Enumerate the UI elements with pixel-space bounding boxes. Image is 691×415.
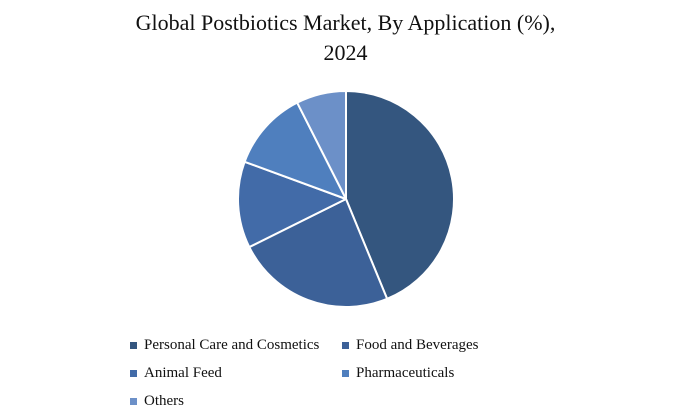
legend-swatch [130,369,137,377]
chart-title-line-1: Global Postbiotics Market, By Applicatio… [135,10,556,35]
legend-item-animal-feed: Animal Feed [130,359,342,387]
pie-slice-pharmaceuticals [243,101,347,200]
pie-slice-personal-care [345,90,456,300]
legend-swatch [130,397,137,405]
legend-item-personal-care: Personal Care and Cosmetics [130,331,342,359]
chart-title: Global Postbiotics Market, By Applicatio… [0,8,691,68]
legend-item-pharmaceuticals: Pharmaceuticals [342,359,550,387]
pie-slice-food-beverages [248,198,389,308]
pie-slice-others [296,90,347,200]
legend-item-food-beverages: Food and Beverages [342,331,550,359]
legend-swatch [342,341,349,349]
legend-label: Personal Care and Cosmetics [144,336,320,353]
legend-swatch [130,341,137,349]
chart-title-line-2: 2024 [323,40,368,65]
legend: Personal Care and Cosmetics Food and Bev… [130,331,550,415]
legend-swatch [342,369,349,377]
legend-label: Pharmaceuticals [356,364,455,381]
legend-label: Others [144,392,184,409]
legend-item-others: Others [130,387,342,415]
pie-slice-animal-feed [237,160,347,249]
legend-label: Animal Feed [144,364,222,381]
pie-slices [237,90,456,308]
legend-label: Food and Beverages [356,336,479,353]
